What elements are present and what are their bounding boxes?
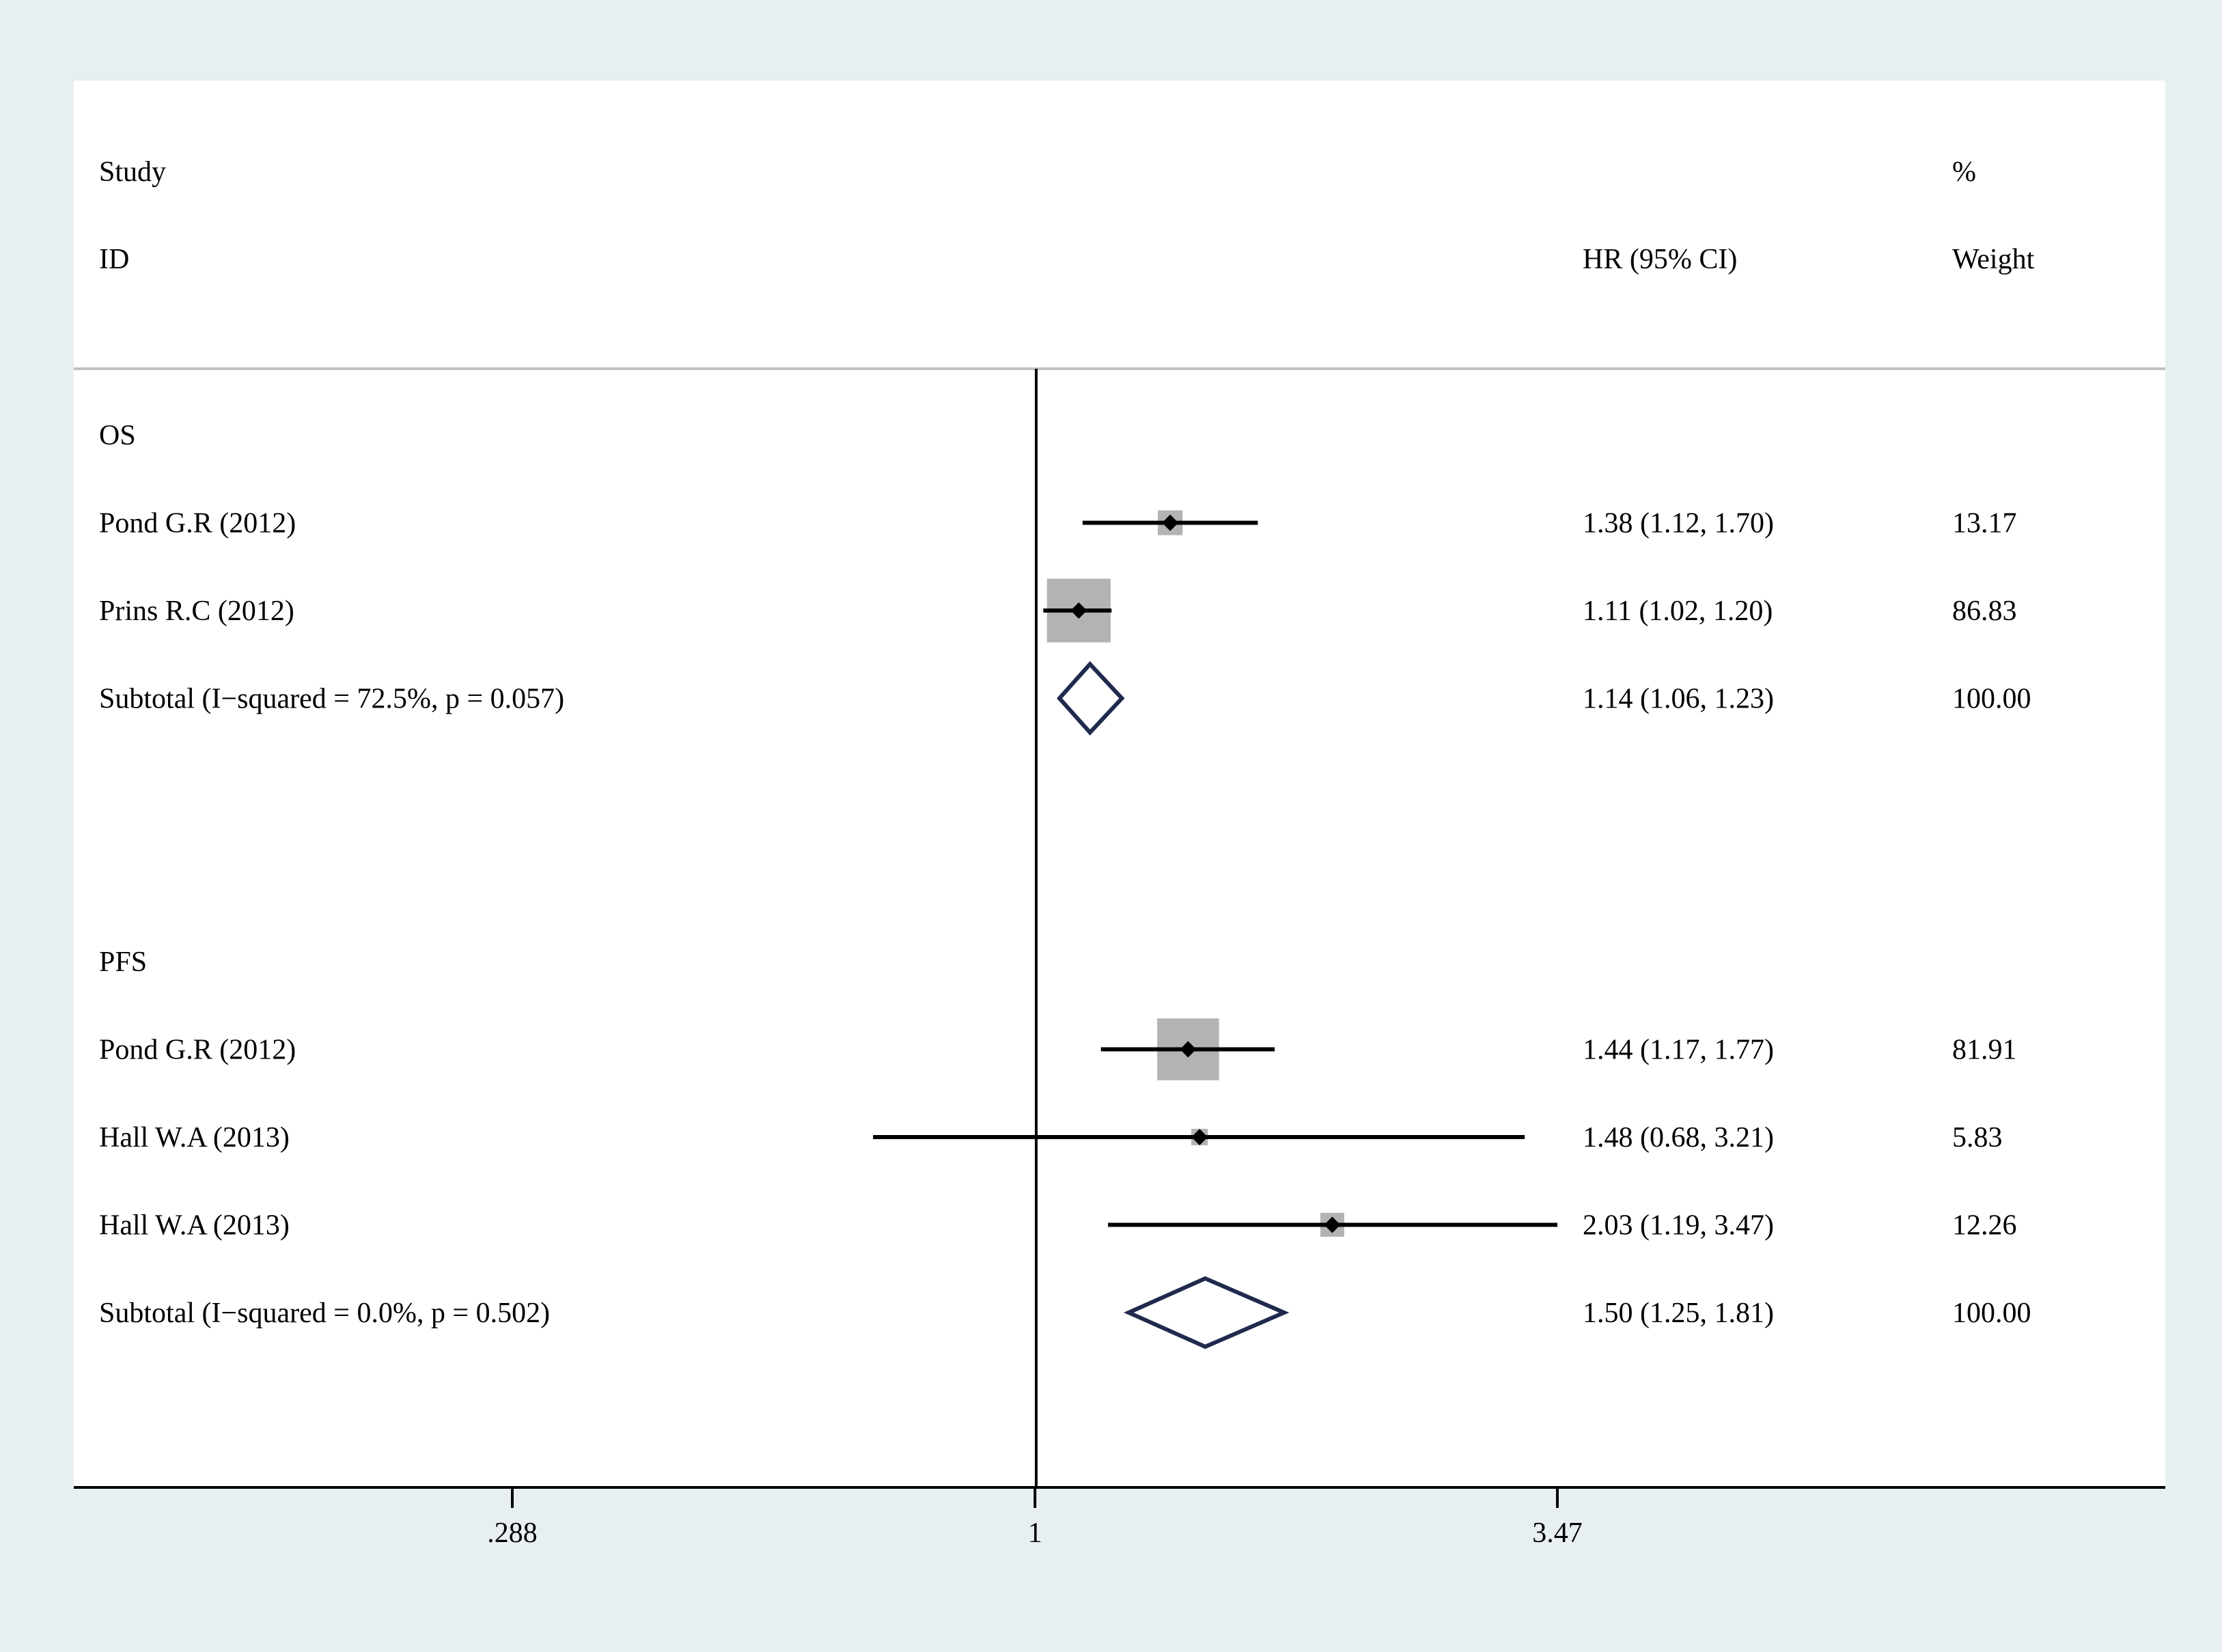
x-axis-ticks: .288 1 3.47 <box>487 1487 1583 1549</box>
study-weight-text: 12.26 <box>1952 1210 2017 1242</box>
x-tick-label: 3.47 <box>1532 1517 1583 1549</box>
subtotal-label: Subtotal (I−squared = 72.5%, p = 0.057) <box>99 684 564 715</box>
header-effect: HR (95% CI) <box>1583 244 1737 275</box>
study-label: Hall W.A (2013) <box>99 1122 290 1153</box>
header-percent: % <box>1952 156 1976 188</box>
study-weight-text: 5.83 <box>1952 1122 2003 1153</box>
study-ci-text: 1.38 (1.12, 1.70) <box>1583 508 1774 540</box>
study-weight-text: 86.83 <box>1952 596 2017 627</box>
forest-marks <box>873 510 1557 1349</box>
subtotal-ci-text: 1.50 (1.25, 1.81) <box>1583 1298 1774 1329</box>
subtotal-weight-text: 100.00 <box>1952 1298 2031 1329</box>
study-weight-text: 81.91 <box>1952 1035 2017 1066</box>
study-label: Prins R.C (2012) <box>99 596 294 627</box>
study-label: Pond G.R (2012) <box>99 1035 296 1066</box>
subtotal-label: Subtotal (I−squared = 0.0%, p = 0.502) <box>99 1298 550 1329</box>
subtotal-weight-text: 100.00 <box>1952 684 2031 715</box>
point-estimate <box>1162 514 1179 531</box>
study-ci-text: 1.44 (1.17, 1.77) <box>1583 1035 1774 1066</box>
study-label: Pond G.R (2012) <box>99 508 296 540</box>
subtotal-ci-text: 1.14 (1.06, 1.23) <box>1583 684 1774 715</box>
header-id: ID <box>99 244 129 275</box>
group-label: PFS <box>99 947 147 978</box>
plot-area <box>74 81 2165 1487</box>
point-estimate <box>1191 1129 1208 1145</box>
header-study: Study <box>99 156 166 188</box>
x-tick-label: .288 <box>487 1517 538 1549</box>
point-estimate <box>1180 1041 1197 1058</box>
x-tick-label: 1 <box>1028 1517 1042 1549</box>
point-estimate <box>1324 1216 1341 1233</box>
study-weight-text: 13.17 <box>1952 508 2017 540</box>
subtotal-diamond <box>1124 1276 1290 1349</box>
study-ci-text: 1.11 (1.02, 1.20) <box>1583 596 1773 627</box>
forest-rows: OS Pond G.R (2012) 1.38 (1.12, 1.70) 13.17 P… <box>99 420 2031 1329</box>
study-ci-text: 2.03 (1.19, 3.47) <box>1583 1210 1774 1242</box>
study-label: Hall W.A (2013) <box>99 1210 290 1242</box>
study-ci-text: 1.48 (0.68, 3.21) <box>1583 1122 1774 1153</box>
group-label: OS <box>99 420 136 451</box>
header-weight: Weight <box>1952 244 2035 275</box>
point-estimate <box>1070 602 1087 619</box>
subtotal-diamond <box>1056 661 1125 736</box>
